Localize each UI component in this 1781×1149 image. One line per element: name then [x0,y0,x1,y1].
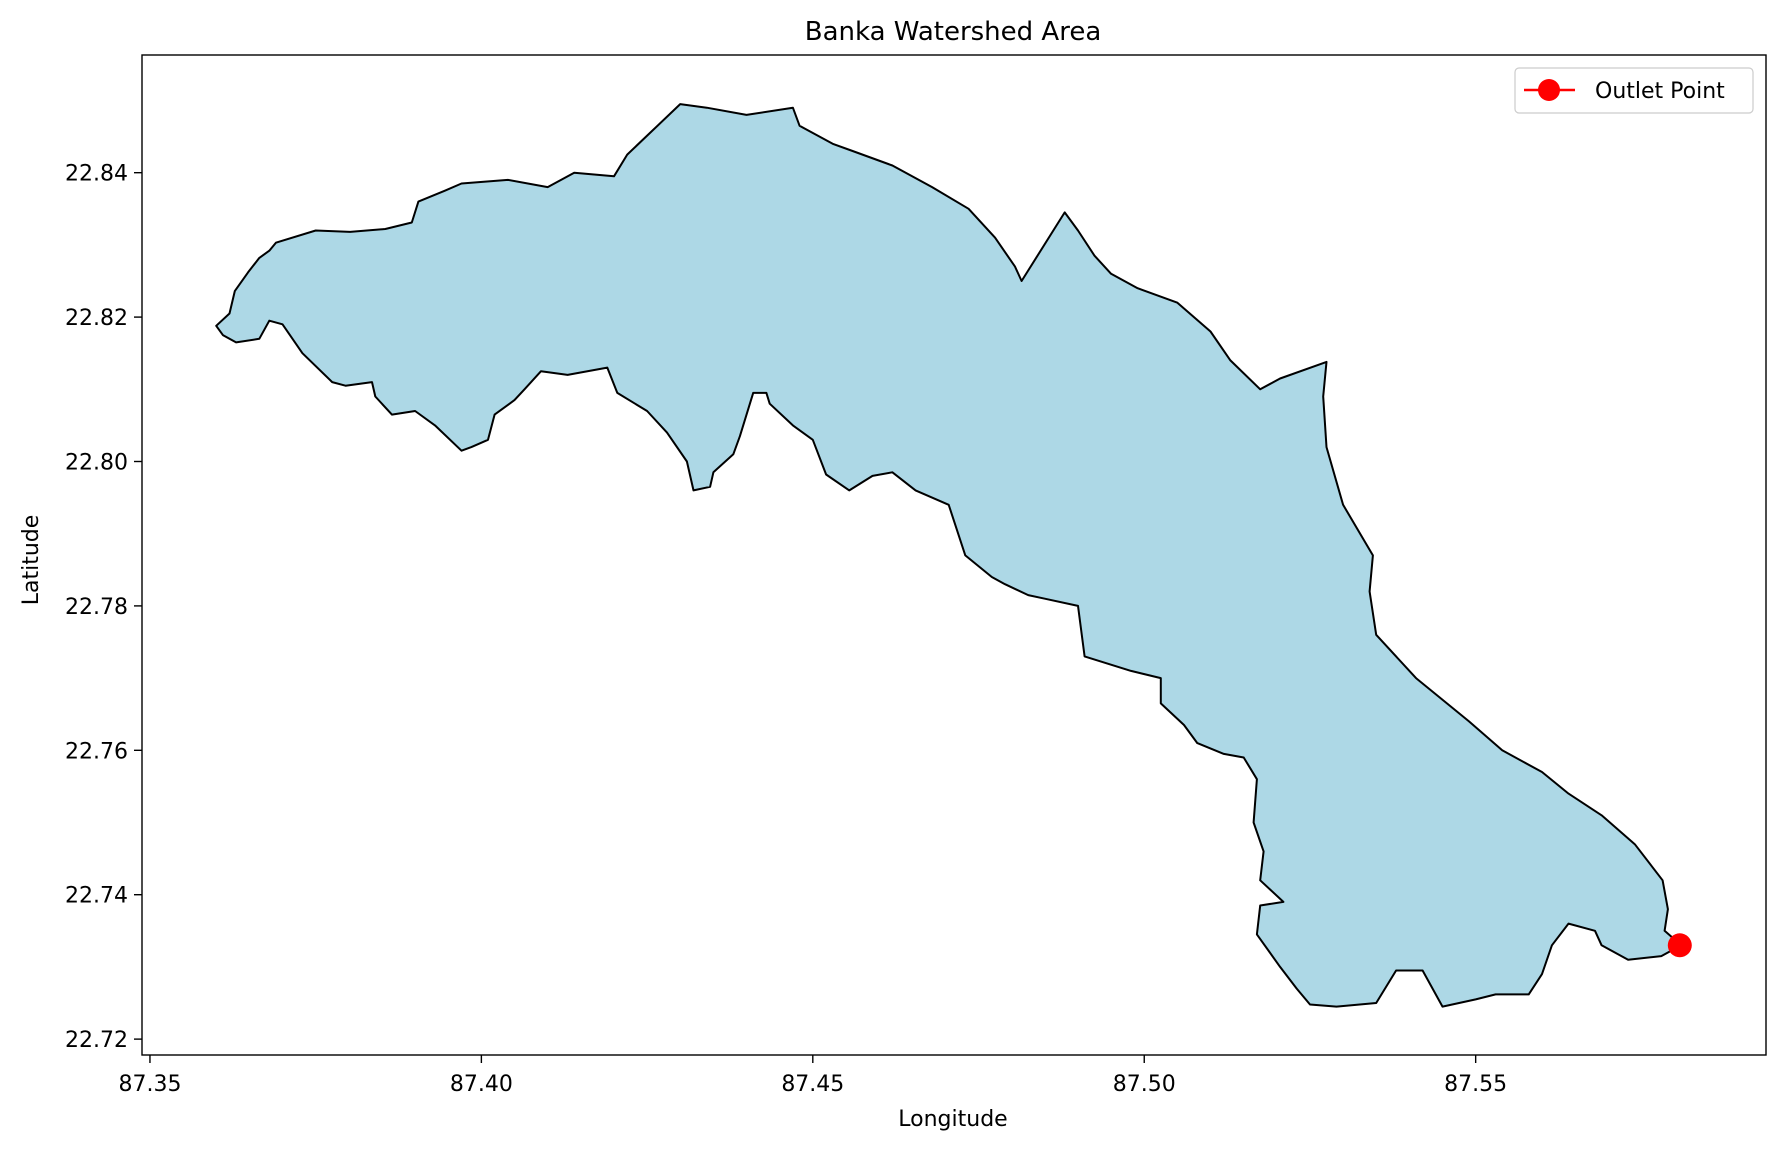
outlet-point-marker [1667,933,1692,958]
watershed-polygon [215,103,1683,1008]
x-tick-label: 87.40 [450,1072,513,1097]
legend: Outlet Point [1514,67,1754,114]
legend-box [1514,67,1754,114]
y-tick-label: 22.74 [65,884,128,909]
y-tick-label: 22.82 [65,306,128,331]
outlet-layer [1667,933,1692,958]
y-axis-label: Latitude [19,515,44,606]
x-tick-label: 87.45 [781,1072,844,1097]
y-tick-label: 22.80 [65,450,128,475]
y-tick-label: 22.76 [65,739,128,764]
y-axis-ticks: 22.72 22.74 22.76 22.78 22.80 22.82 22.84 [65,162,142,1053]
x-axis-ticks: 87.35 87.40 87.45 87.50 87.55 [118,1055,1507,1097]
x-tick-label: 87.50 [1113,1072,1176,1097]
legend-point-marker [1538,79,1560,101]
y-tick-label: 22.84 [65,162,128,187]
x-axis-label: Longitude [898,1107,1007,1132]
chart-title: Banka Watershed Area [805,17,1102,47]
x-tick-label: 87.55 [1444,1072,1507,1097]
plot-area [141,54,1767,1056]
legend-label-outlet-point: Outlet Point [1595,79,1725,104]
y-tick-label: 22.78 [65,595,128,620]
x-tick-label: 87.35 [118,1072,181,1097]
plot-frame [141,54,1767,1056]
y-tick-label: 22.72 [65,1028,128,1053]
